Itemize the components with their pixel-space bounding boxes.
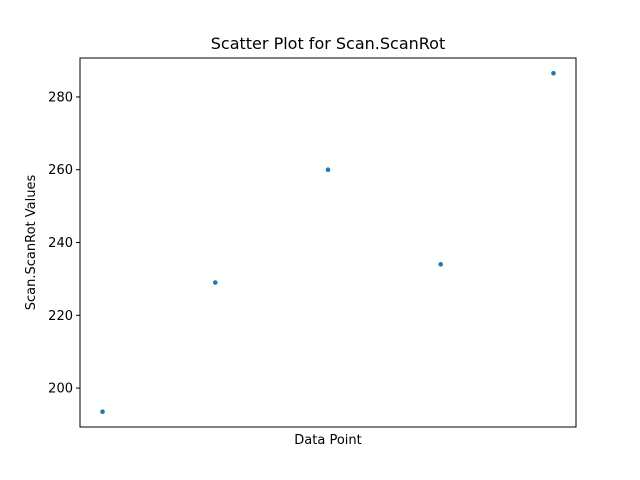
data-point xyxy=(438,262,444,267)
y-tick-label: 220 xyxy=(48,309,73,324)
y-tick-label: 280 xyxy=(48,90,73,105)
data-point xyxy=(325,167,331,173)
data-point xyxy=(551,70,556,76)
y-axis-label: Scan.ScanRot Values xyxy=(24,175,39,311)
y-tick-label: 260 xyxy=(48,163,73,178)
y-tick-label: 200 xyxy=(48,382,73,397)
chart-title: Scatter Plot for Scan.ScanRot xyxy=(211,34,445,53)
data-points xyxy=(100,70,556,415)
x-axis-label: Data Point xyxy=(294,433,361,448)
y-tick-label: 240 xyxy=(48,236,73,251)
plot-area-frame xyxy=(79,57,577,428)
data-point xyxy=(100,409,105,415)
y-axis: 200 220 240 260 280 xyxy=(48,90,80,397)
data-point xyxy=(212,280,218,285)
